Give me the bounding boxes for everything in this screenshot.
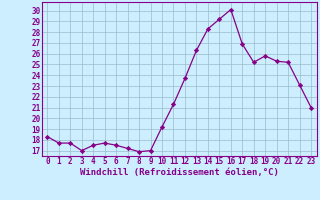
X-axis label: Windchill (Refroidissement éolien,°C): Windchill (Refroidissement éolien,°C) xyxy=(80,168,279,177)
